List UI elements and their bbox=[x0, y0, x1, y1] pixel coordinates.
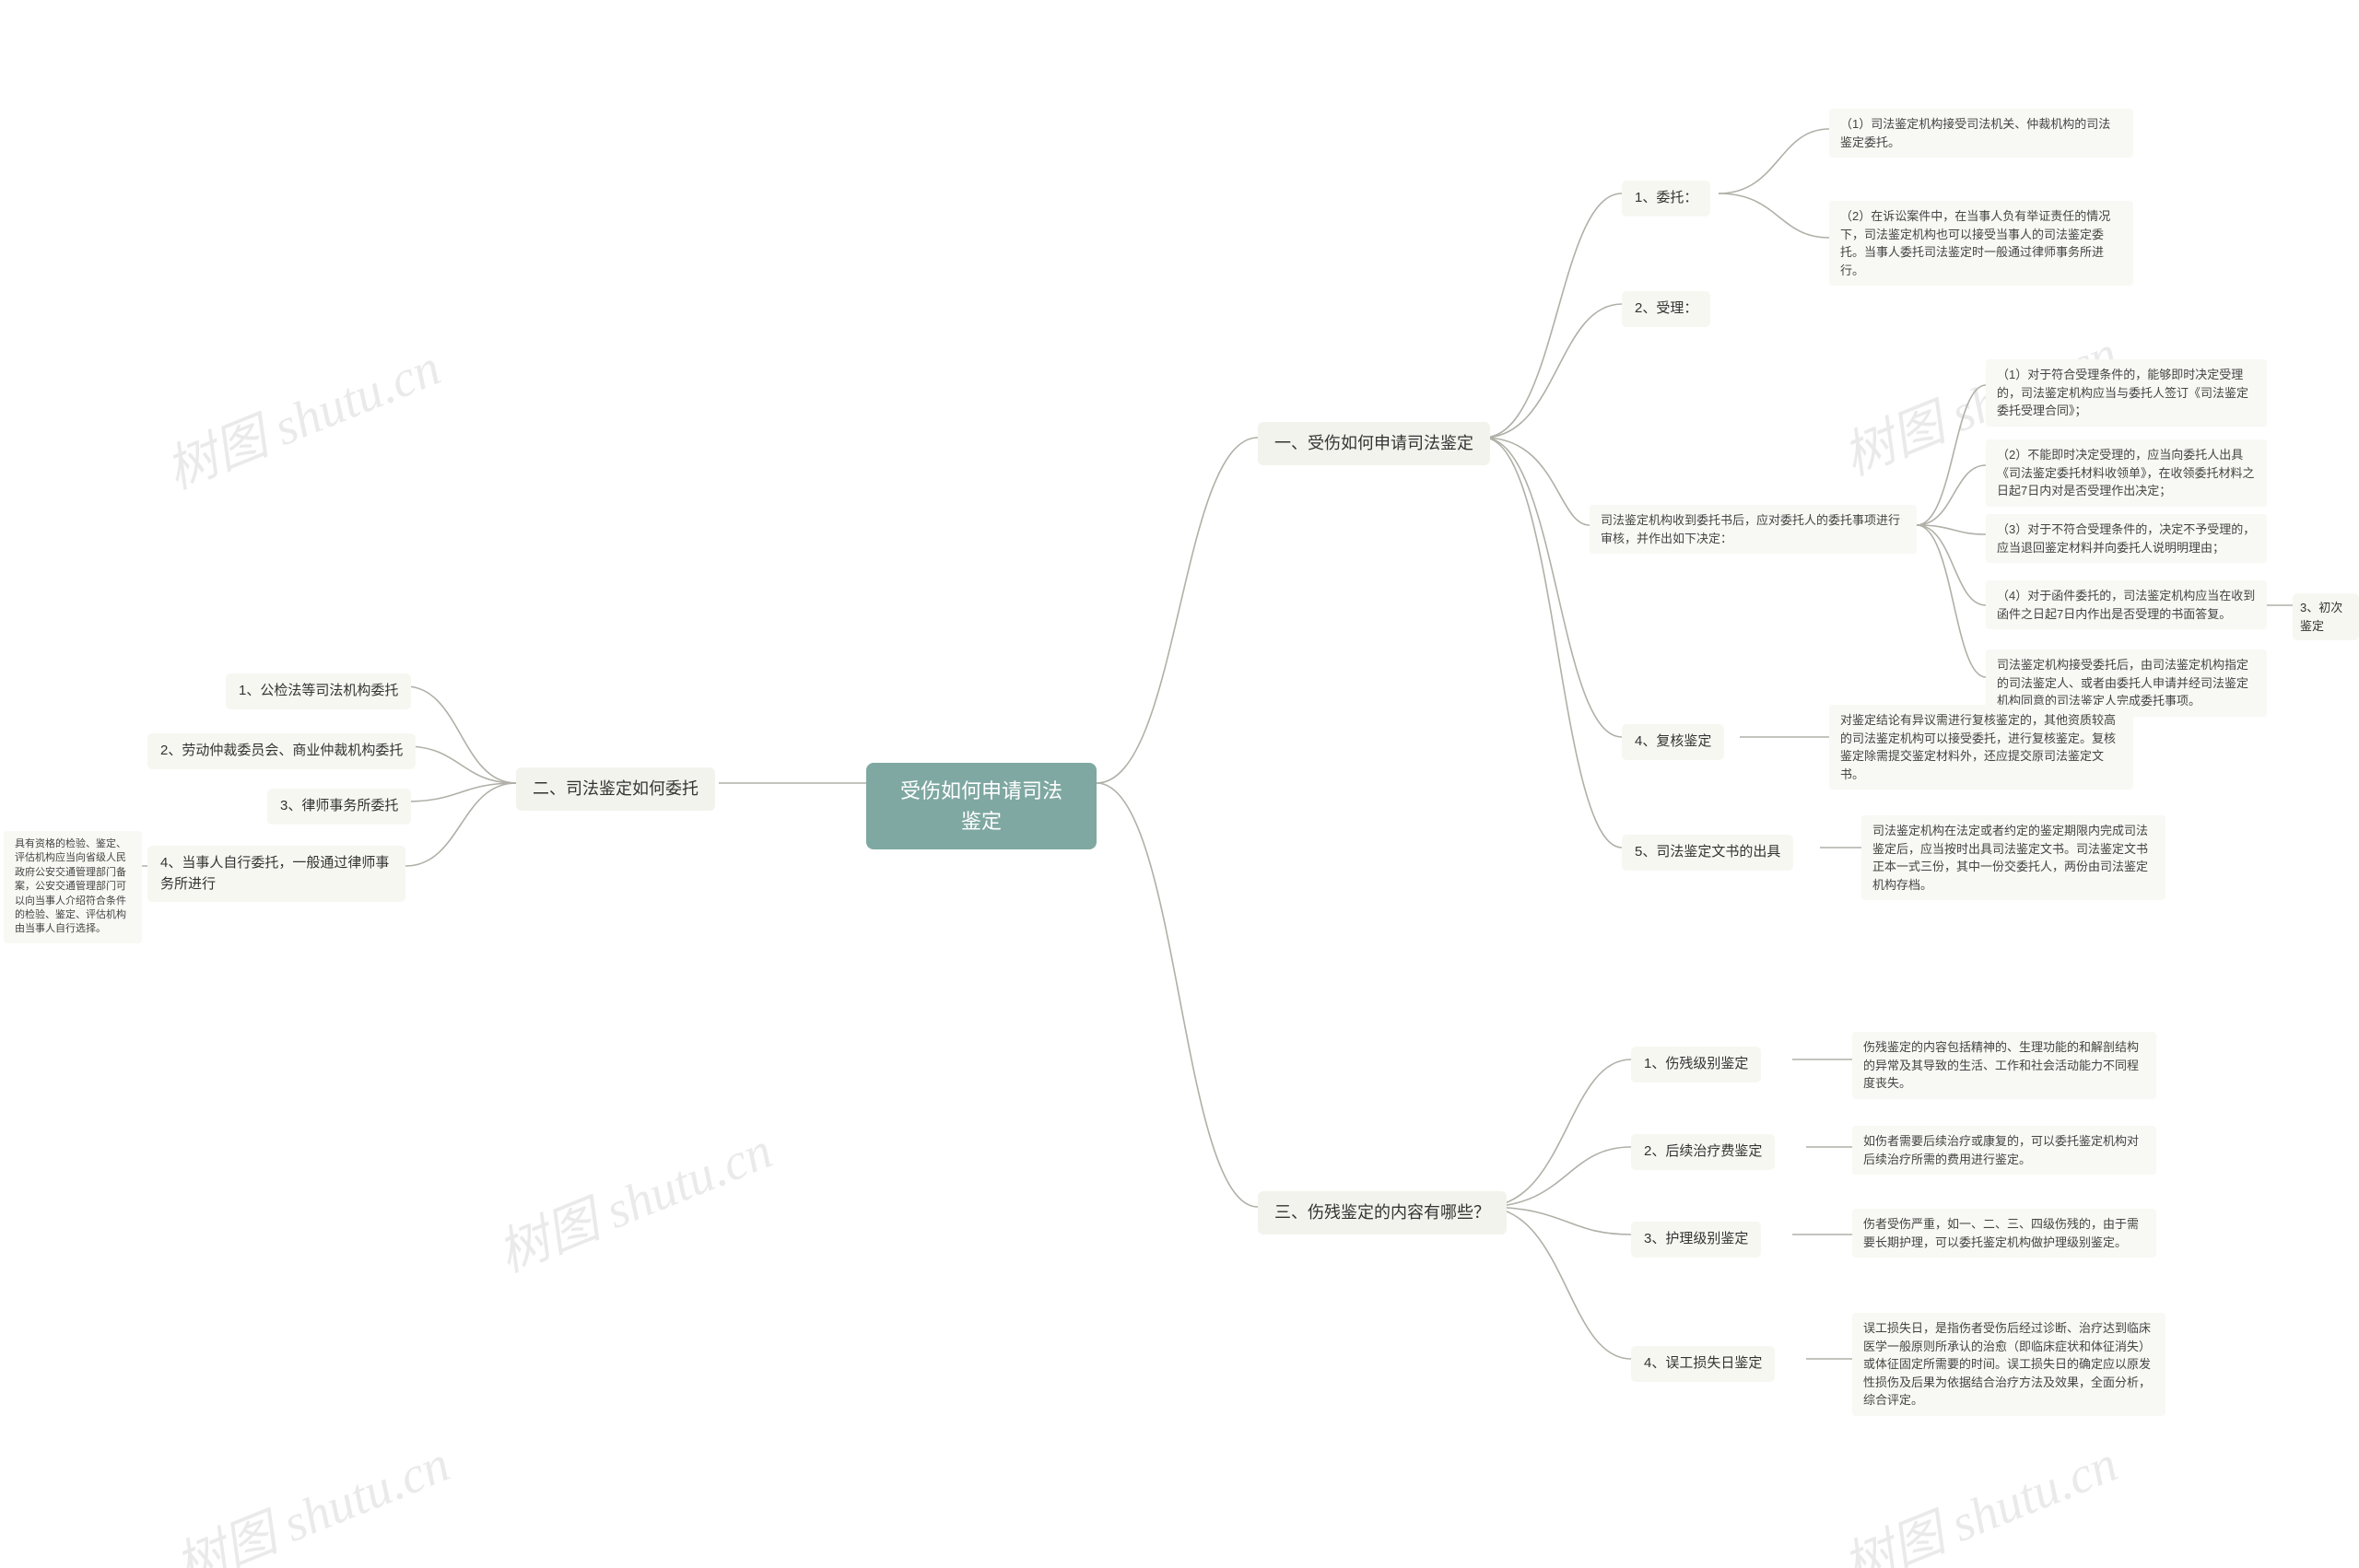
watermark: 树图 shutu.cn bbox=[153, 326, 450, 504]
watermark: 树图 shutu.cn bbox=[162, 1422, 459, 1568]
sub-s2-b: 2、劳动仲裁委员会、商业仲裁机构委托 bbox=[147, 733, 416, 769]
sub-s2-a: 1、公检法等司法机构委托 bbox=[226, 673, 411, 709]
leaf-s1-n5: 司法鉴定机构在法定或者约定的鉴定期限内完成司法鉴定后，应当按时出具司法鉴定文书。… bbox=[1861, 815, 2165, 900]
sub-s3-c: 3、护理级别鉴定 bbox=[1631, 1222, 1761, 1258]
leaf-s1-n1-b: （2）在诉讼案件中，在当事人负有举证责任的情况下，司法鉴定机构也可以接受当事人的… bbox=[1829, 201, 2133, 286]
leaf-s3-d: 误工损失日，是指伤者受伤后经过诊断、治疗达到临床医学一般原则所承认的治愈（即临床… bbox=[1852, 1313, 2165, 1416]
leaf-s1-n3-b: （2）不能即时决定受理的，应当向委托人出具《司法鉴定委托材料收领单》，在收领委托… bbox=[1986, 439, 2267, 507]
leaf-s1-n3-a: （1）对于符合受理条件的，能够即时决定受理的，司法鉴定机构应当与委托人签订《司法… bbox=[1986, 359, 2267, 427]
sub-s1-n1: 1、委托： bbox=[1622, 181, 1710, 216]
leaf-s3-a: 伤残鉴定的内容包括精神的、生理功能的和解剖结构的异常及其导致的生活、工作和社会活… bbox=[1852, 1032, 2156, 1099]
root-node: 受伤如何申请司法鉴定 bbox=[866, 763, 1097, 849]
sub-s1-n3-intro: 司法鉴定机构收到委托书后，应对委托人的委托事项进行审核，并作出如下决定： bbox=[1590, 505, 1917, 554]
sub-s1-n5: 5、司法鉴定文书的出具 bbox=[1622, 835, 1793, 871]
leaf-s1-n1-a: （1）司法鉴定机构接受司法机关、仲裁机构的司法鉴定委托。 bbox=[1829, 109, 2133, 158]
sub-s3-a: 1、伤残级别鉴定 bbox=[1631, 1047, 1761, 1082]
leaf-s3-b: 如伤者需要后续治疗或康复的，可以委托鉴定机构对后续治疗所需的费用进行鉴定。 bbox=[1852, 1126, 2156, 1175]
watermark: 树图 shutu.cn bbox=[1830, 1422, 2127, 1568]
leaf-s3-c: 伤者受伤严重，如一、二、三、四级伤残的，由于需要长期护理，可以委托鉴定机构做护理… bbox=[1852, 1209, 2156, 1258]
leaf-s1-n3-extra: 3、初次鉴定 bbox=[2293, 593, 2359, 640]
leaf-s1-n3-d: （4）对于函件委托的，司法鉴定机构应当在收到函件之日起7日内作出是否受理的书面答… bbox=[1986, 580, 2267, 629]
sub-s2-c: 3、律师事务所委托 bbox=[267, 789, 411, 825]
branch-section3: 三、伤残鉴定的内容有哪些？ bbox=[1258, 1191, 1507, 1235]
leaf-s1-n3-c: （3）对于不符合受理条件的，决定不予受理的，应当退回鉴定材料并向委托人说明明理由… bbox=[1986, 514, 2267, 563]
watermark: 树图 shutu.cn bbox=[485, 1109, 781, 1287]
leaf-s1-n4: 对鉴定结论有异议需进行复核鉴定的，其他资质较高的司法鉴定机构可以接受委托，进行复… bbox=[1829, 705, 2133, 790]
sub-s2-d: 4、当事人自行委托，一般通过律师事务所进行 bbox=[147, 846, 405, 902]
sub-s3-b: 2、后续治疗费鉴定 bbox=[1631, 1134, 1775, 1170]
branch-section2: 二、司法鉴定如何委托 bbox=[516, 767, 715, 811]
sub-s1-n2: 2、受理： bbox=[1622, 291, 1710, 327]
branch-section1: 一、受伤如何申请司法鉴定 bbox=[1258, 422, 1490, 465]
sub-s1-n4: 4、复核鉴定 bbox=[1622, 724, 1724, 760]
sub-s3-d: 4、误工损失日鉴定 bbox=[1631, 1346, 1775, 1382]
leaf-s2-d: 具有资格的检验、鉴定、评估机构应当向省级人民政府公安交通管理部门备案，公安交通管… bbox=[4, 831, 142, 943]
